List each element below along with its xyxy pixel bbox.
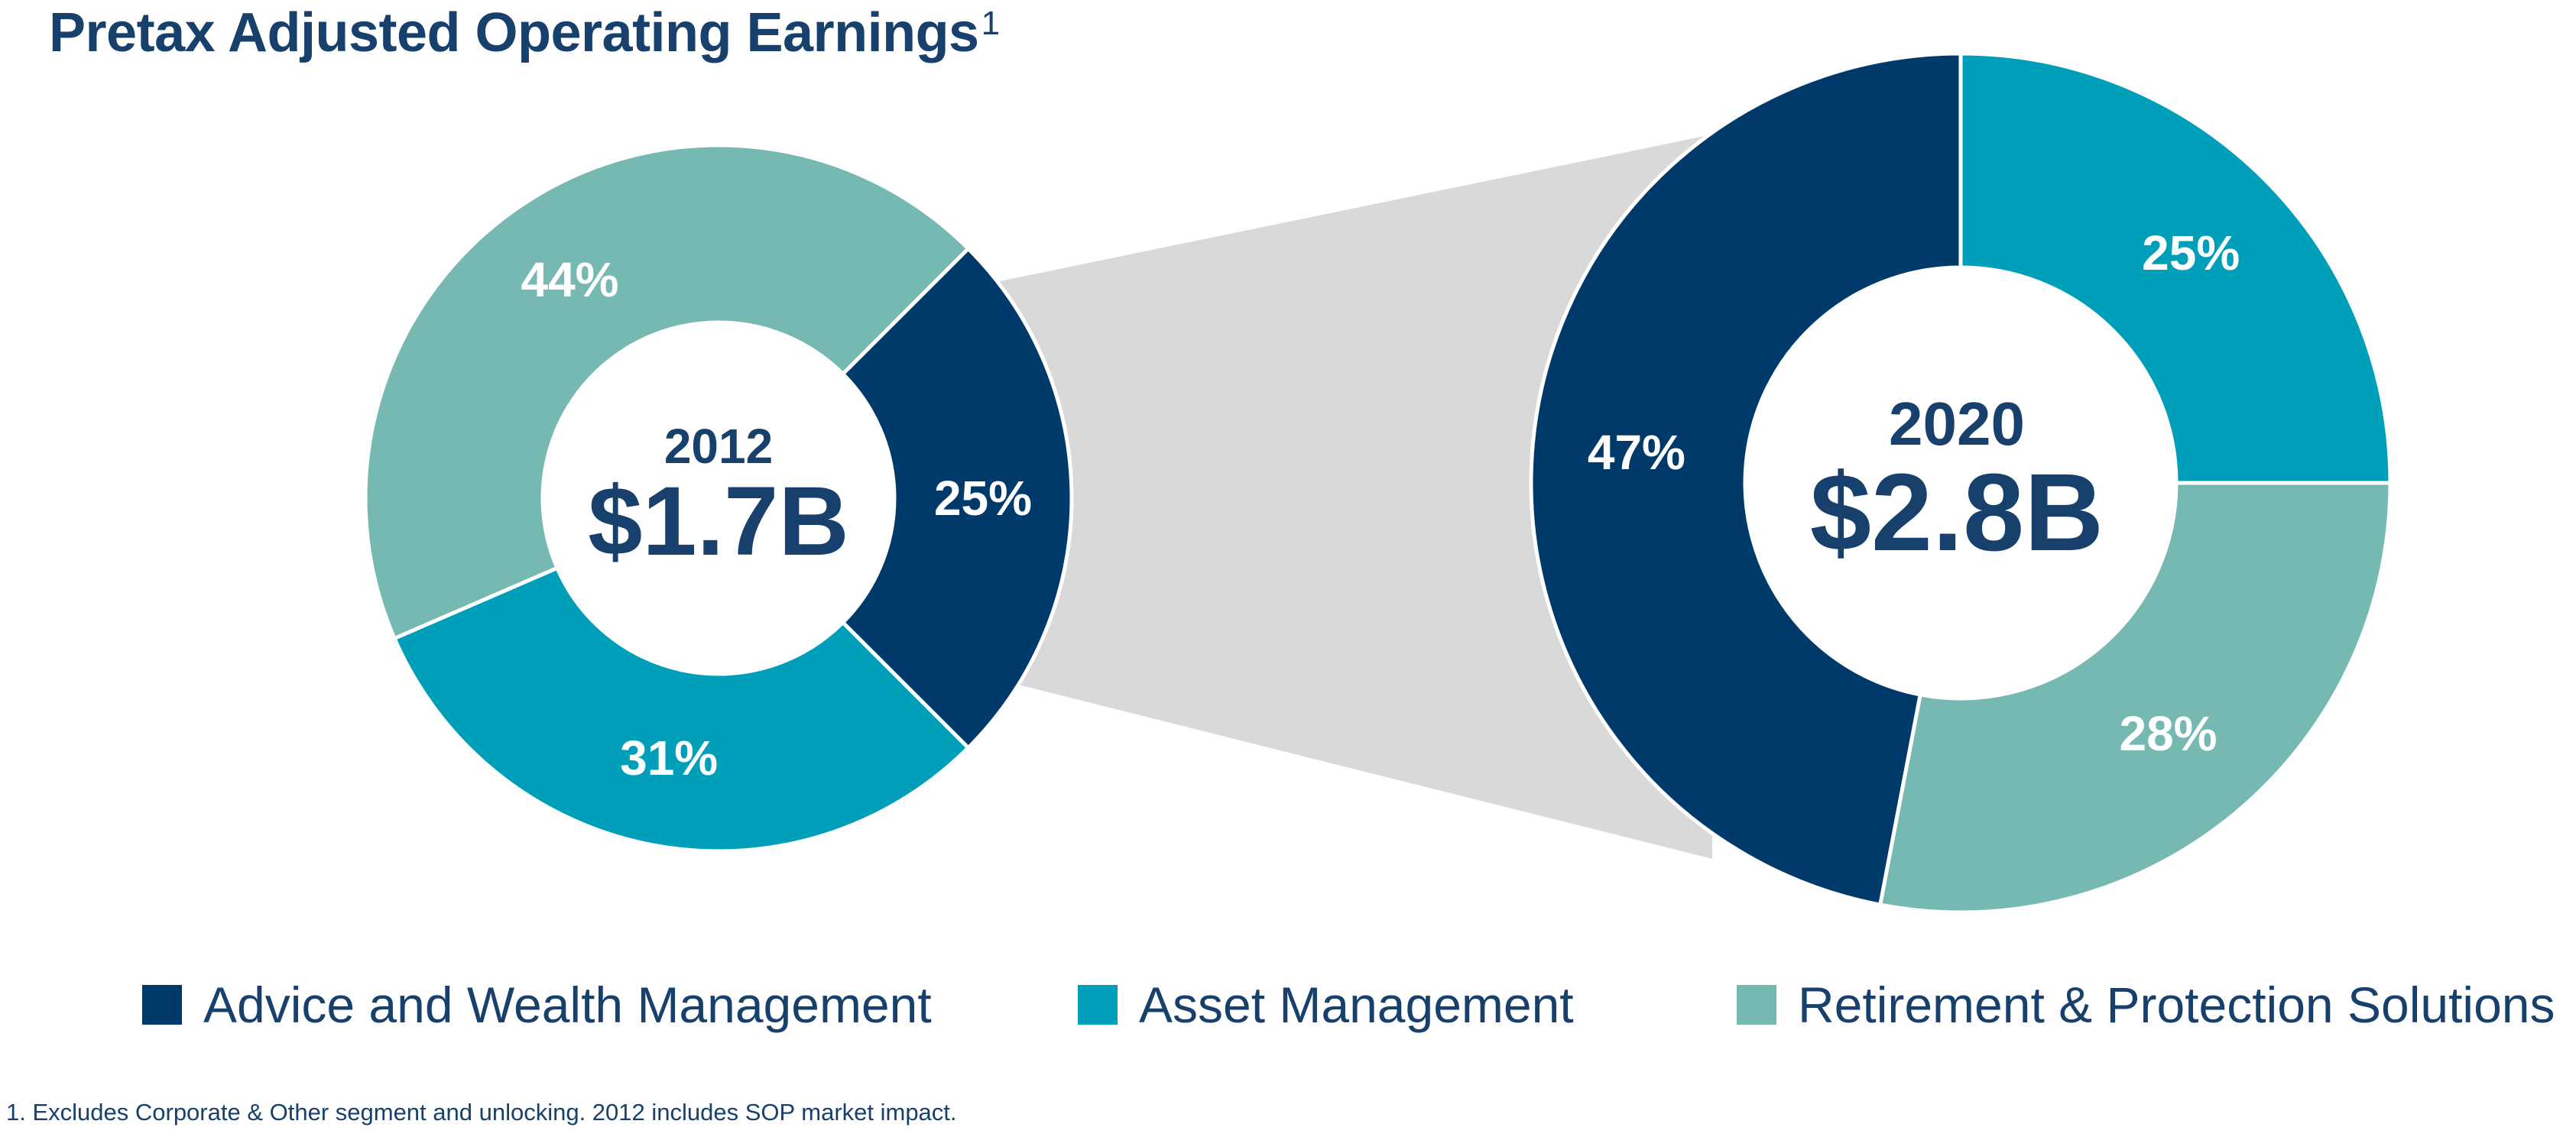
- label-2012-advice: 25%: [934, 471, 1032, 526]
- legend-swatch-asset: [1078, 985, 1118, 1025]
- connector-wedge: [1000, 134, 1712, 859]
- donut-2020: 25% 28% 47% 2020 $2.8B: [1529, 51, 2393, 915]
- legend-label-asset: Asset Management: [1139, 977, 1574, 1033]
- legend-item-retirement: Retirement & Protection Solutions: [1737, 970, 2555, 1039]
- chart-title: Pretax Adjusted Operating Earnings1: [49, 2, 1000, 64]
- label-2020-asset: 25%: [2142, 225, 2240, 280]
- footnote: 1. Excludes Corporate & Other segment an…: [6, 1099, 957, 1126]
- label-2012-retirement: 44%: [521, 252, 618, 307]
- slice-2020-advice: [1529, 51, 1963, 907]
- donut-charts: 25% 31% 44% 2012 $1.7B 25% 28% 47% 2020 …: [363, 51, 2393, 915]
- slice-2012-retirement: [363, 143, 972, 641]
- legend-swatch-retirement: [1737, 985, 1776, 1025]
- year-2012: 2012: [664, 419, 773, 474]
- legend-label-advice: Advice and Wealth Management: [203, 977, 932, 1033]
- label-2020-retirement: 28%: [2119, 706, 2217, 761]
- legend-label-retirement: Retirement & Protection Solutions: [1798, 977, 2555, 1033]
- chart-title-text: Pretax Adjusted Operating Earnings: [49, 2, 979, 63]
- slice-2012-asset: [391, 565, 972, 854]
- slice-2012-advice: [840, 245, 1074, 751]
- legend-item-asset: Asset Management: [1078, 970, 1574, 1039]
- title-footnote-mark: 1: [981, 5, 1000, 42]
- legend-swatch-advice: [142, 985, 182, 1025]
- legend-item-advice: Advice and Wealth Management: [142, 970, 932, 1039]
- donut-2012: 25% 31% 44% 2012 $1.7B: [363, 143, 1074, 854]
- year-2020: 2020: [1889, 390, 2025, 458]
- label-2020-advice: 47%: [1588, 425, 1685, 480]
- slice-2020-retirement: [1877, 481, 2393, 915]
- slice-2020-asset: [1958, 51, 2393, 485]
- legend: Advice and Wealth Management Asset Manag…: [142, 970, 2565, 1039]
- total-2020: $2.8B: [1810, 451, 2104, 574]
- total-2012: $1.7B: [588, 467, 849, 576]
- label-2012-asset: 31%: [620, 730, 718, 786]
